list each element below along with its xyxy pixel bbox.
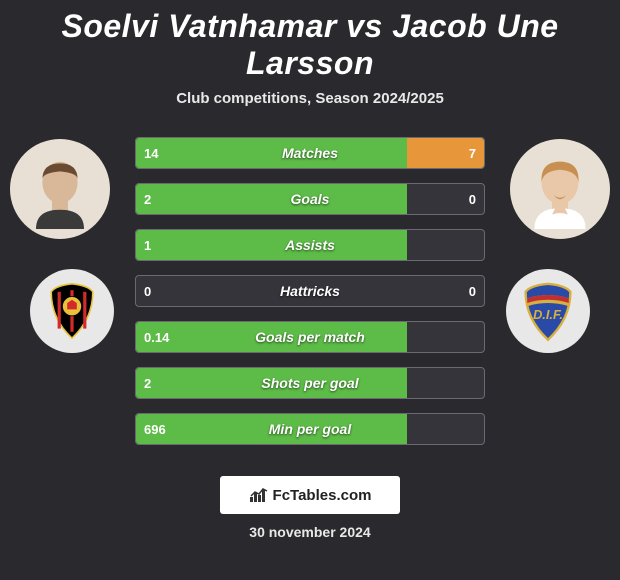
- page-subtitle: Club competitions, Season 2024/2025: [0, 90, 620, 107]
- stat-row: 20Goals: [135, 183, 485, 215]
- brand-text: FcTables.com: [273, 487, 372, 504]
- stat-row: 696Min per goal: [135, 413, 485, 445]
- stats-bars: 147Matches 20Goals 1Assists 00Hattricks 0.14…: [135, 137, 485, 445]
- player-right-avatar: [510, 139, 610, 239]
- comparison-panel: D.I.F. 147Matches 20Goals 1Assists 00Hattri…: [0, 137, 620, 467]
- chart-icon: [249, 487, 269, 503]
- shield-icon: D.I.F.: [516, 279, 580, 343]
- footer: FcTables.com 30 november 2024: [0, 476, 620, 540]
- stat-row: 1Assists: [135, 229, 485, 261]
- stat-label: Min per goal: [136, 414, 484, 444]
- stat-label: Assists: [136, 230, 484, 260]
- person-icon: [20, 149, 100, 229]
- date-text: 30 november 2024: [249, 524, 370, 540]
- stat-row: 00Hattricks: [135, 275, 485, 307]
- brand-badge: FcTables.com: [220, 476, 400, 514]
- stat-label: Matches: [136, 138, 484, 168]
- svg-text:D.I.F.: D.I.F.: [533, 307, 563, 322]
- page-title: Soelvi Vatnhamar vs Jacob Une Larsson: [0, 0, 620, 82]
- stat-label: Hattricks: [136, 276, 484, 306]
- player-left-avatar: [10, 139, 110, 239]
- shield-icon: [40, 279, 104, 343]
- stat-row: 147Matches: [135, 137, 485, 169]
- person-icon: [520, 149, 600, 229]
- club-right-crest: D.I.F.: [506, 269, 590, 353]
- club-left-crest: [30, 269, 114, 353]
- stat-label: Goals per match: [136, 322, 484, 352]
- stat-row: 0.14Goals per match: [135, 321, 485, 353]
- stat-row: 2Shots per goal: [135, 367, 485, 399]
- stat-label: Goals: [136, 184, 484, 214]
- stat-label: Shots per goal: [136, 368, 484, 398]
